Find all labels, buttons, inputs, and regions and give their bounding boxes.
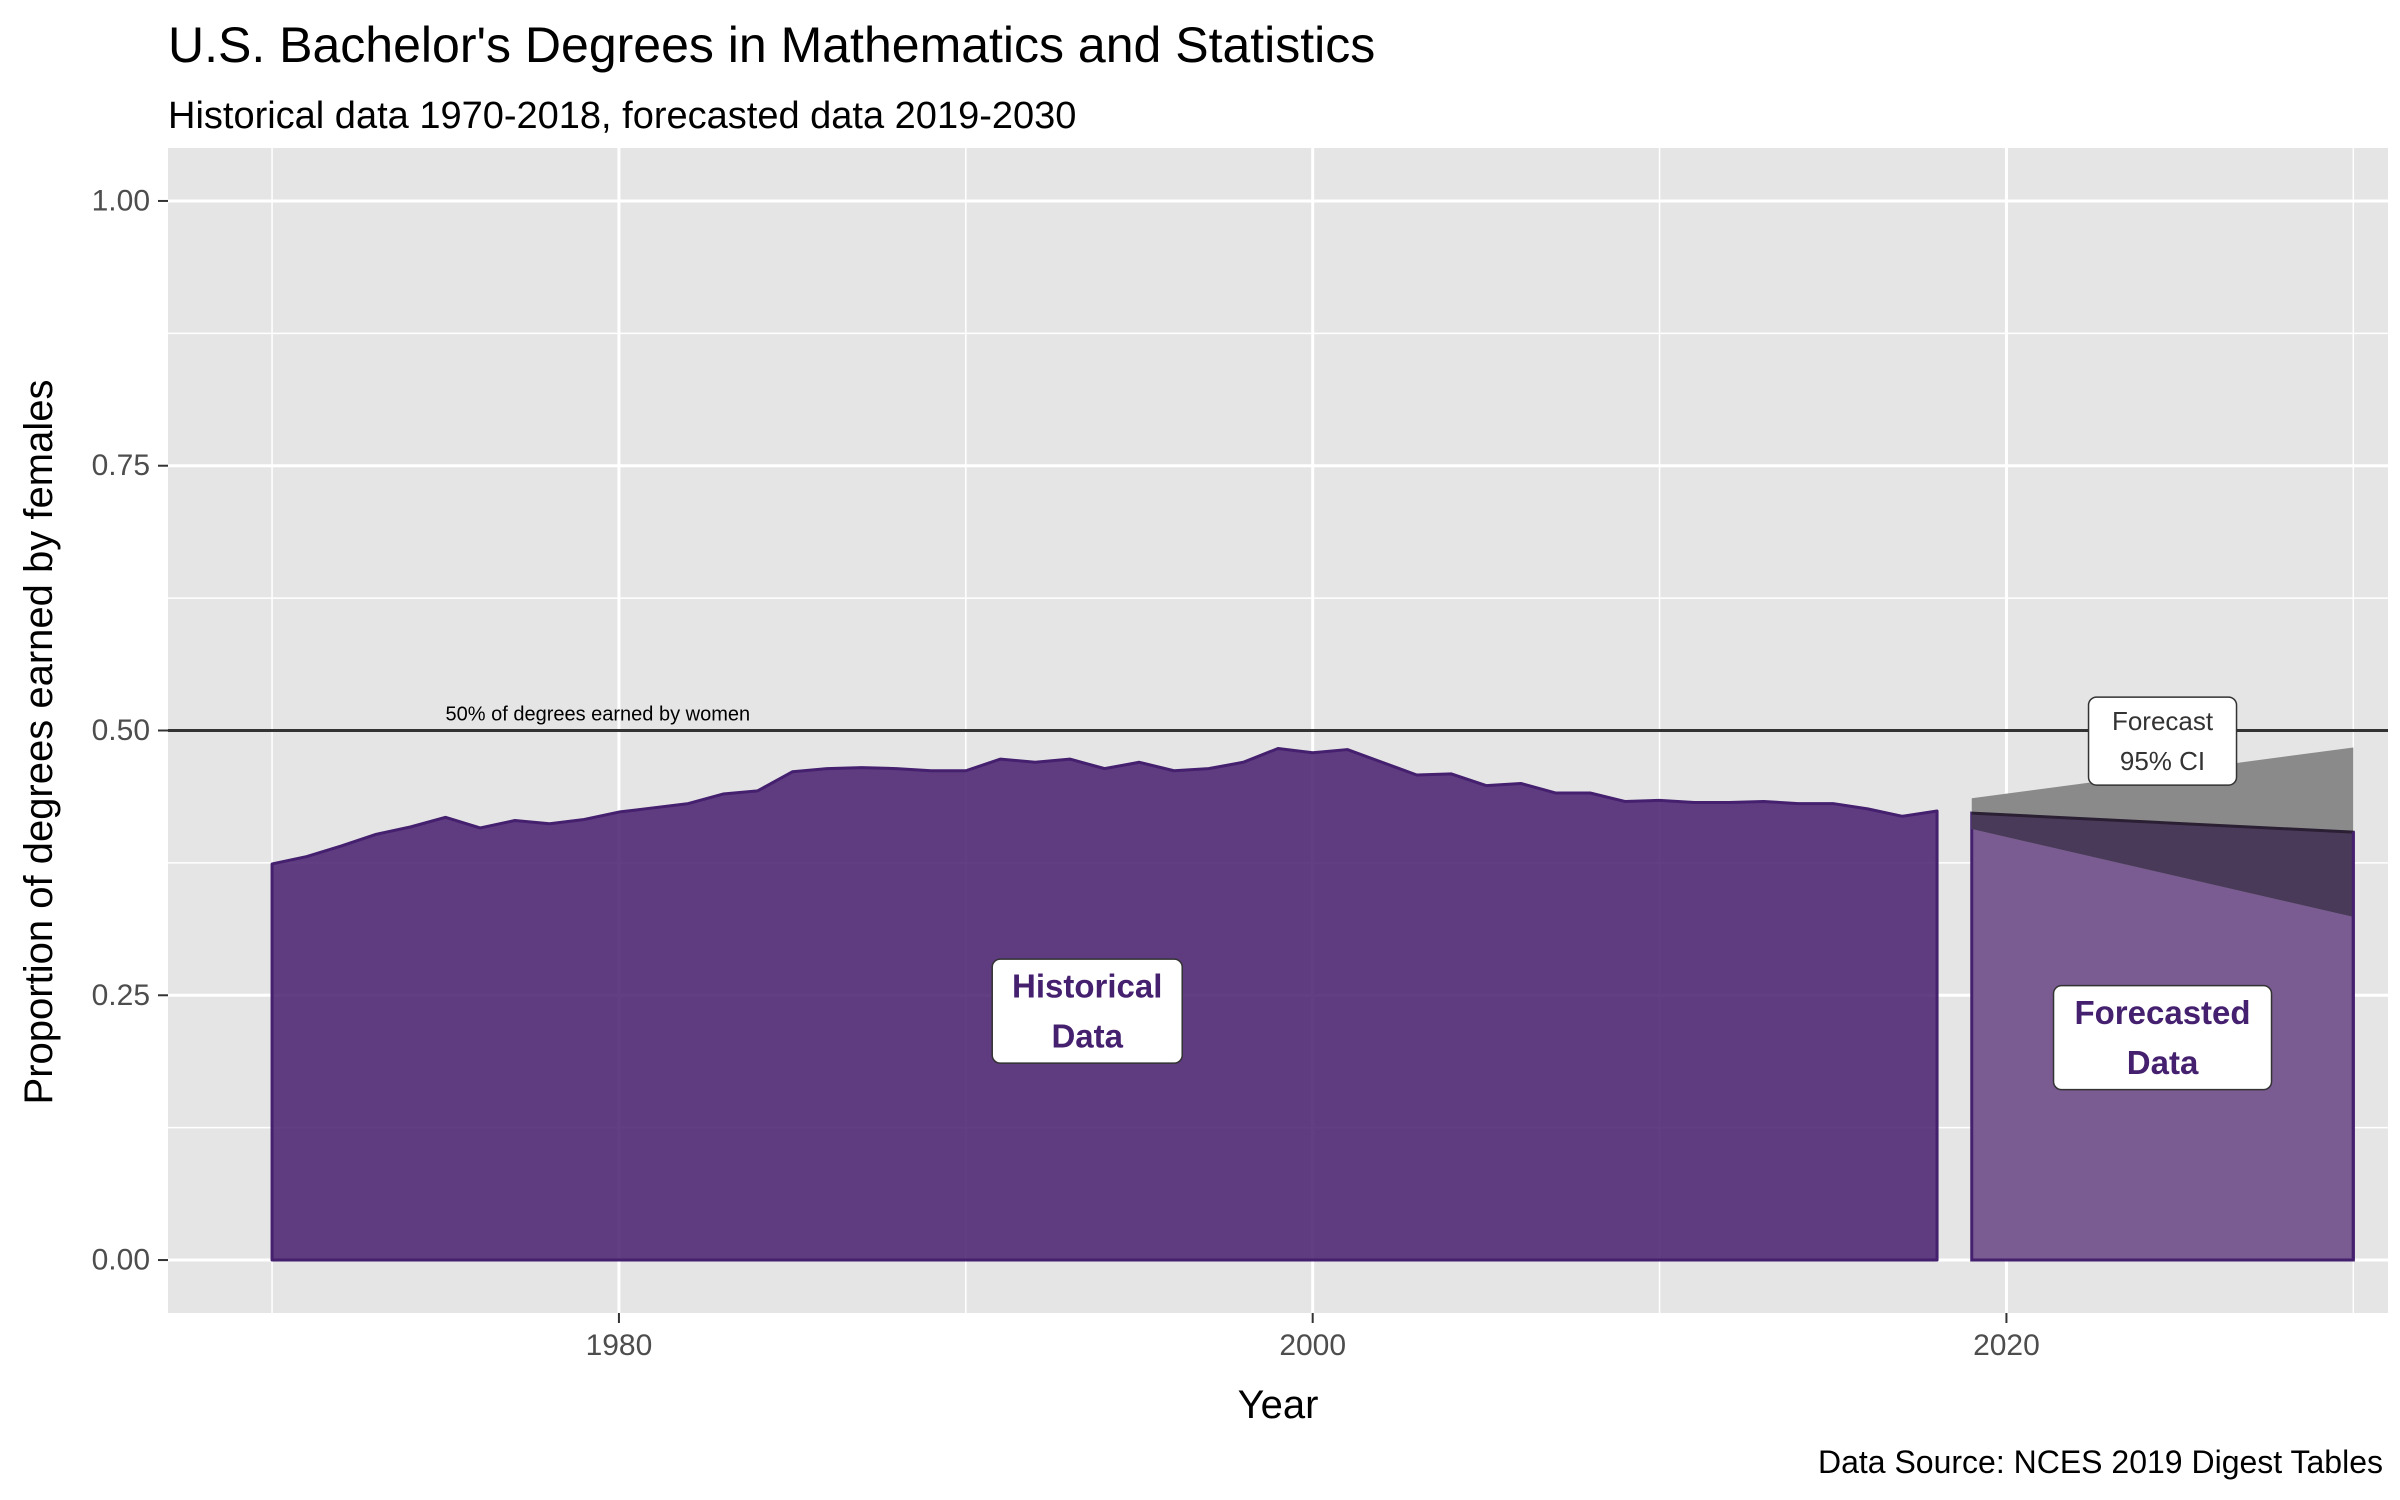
chart-title: U.S. Bachelor's Degrees in Mathematics a… xyxy=(168,17,1375,73)
y-tick-label: 1.00 xyxy=(92,184,150,217)
forecast-ci-label-text: Forecast xyxy=(2112,706,2214,736)
caption: Data Source: NCES 2019 Digest Tables xyxy=(1818,1444,2383,1480)
y-tick-label: 0.25 xyxy=(92,979,150,1012)
reference-line-group: 50% of degrees earned by women xyxy=(168,704,2388,732)
historical-data-label-box xyxy=(991,958,1183,1064)
y-axis-title: Proportion of degrees earned by females xyxy=(17,380,61,1105)
forecast-ci-label-text: 95% CI xyxy=(2120,746,2205,776)
y-tick-label: 0.50 xyxy=(92,714,150,747)
y-tick-label: 0.75 xyxy=(92,449,150,482)
historical-data-label-text: Historical xyxy=(1012,968,1162,1005)
chart-subtitle: Historical data 1970-2018, forecasted da… xyxy=(168,95,1076,137)
forecast-ci-overlap xyxy=(1971,813,2354,917)
forecast-line xyxy=(1971,811,2354,834)
reference-line-label: 50% of degrees earned by women xyxy=(446,704,751,726)
historical-data-label-text: Data xyxy=(1051,1018,1123,1055)
y-tick-label: 0.00 xyxy=(92,1244,150,1277)
forecasted-data-label-text: Data xyxy=(2127,1044,2199,1081)
forecasted-data-label: Forecasted Data xyxy=(2052,984,2273,1091)
axes: 0.00 0.25 0.50 0.75 1.00 1980 2000 2020 xyxy=(92,184,2040,1362)
x-tick-label: 2000 xyxy=(1279,1329,1346,1362)
historical-data-label: Historical Data xyxy=(991,958,1183,1064)
x-axis-title: Year xyxy=(1238,1383,1319,1427)
forecasted-data-label-text: Forecasted xyxy=(2074,994,2250,1031)
forecast-ci-label-box xyxy=(2087,696,2238,786)
data-areas xyxy=(270,747,2355,1262)
forecast-ci-label: Forecast 95% CI xyxy=(2087,696,2238,786)
x-tick-label: 1980 xyxy=(586,1329,653,1362)
x-tick-label: 2020 xyxy=(1973,1329,2040,1362)
forecasted-data-label-box xyxy=(2052,984,2273,1091)
annotation-labels: Historical Data Forecasted Data Forecast 95% … xyxy=(991,696,2273,1091)
